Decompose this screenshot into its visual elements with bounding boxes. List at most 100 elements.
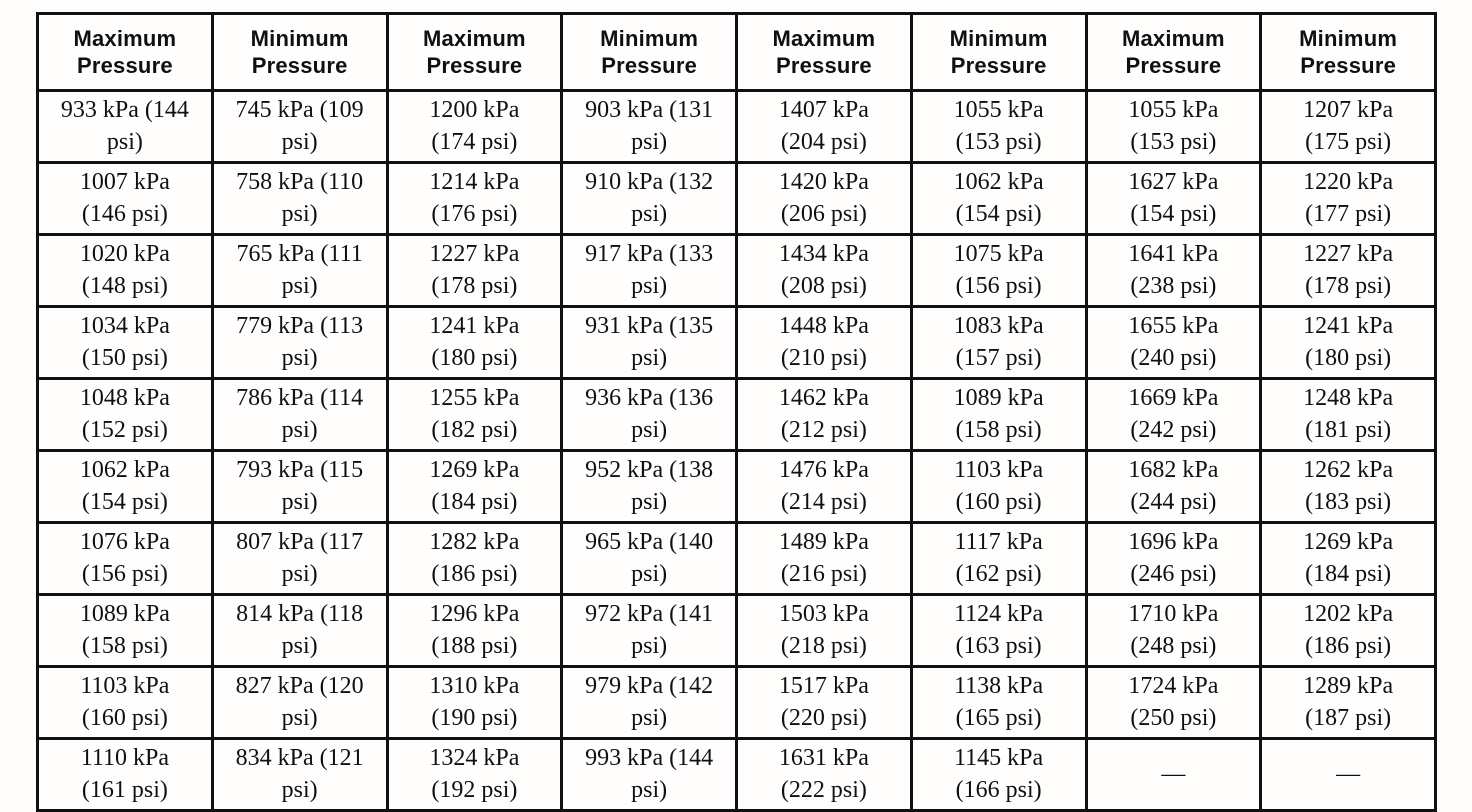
pressure-cell: 1434 kPa (208 psi): [735, 233, 913, 308]
pressure-cell: 1103 kPa (160 psi): [36, 665, 214, 740]
pressure-cell: 758 kPa (110 psi): [210, 161, 389, 236]
pressure-cell: 834 kPa (121 psi): [210, 737, 389, 812]
pressure-cell: 1310 kPa (190 psi): [385, 665, 564, 740]
table-row: 1110 kPa (161 psi) 834 kPa (121 psi) 1324 …: [36, 737, 1437, 812]
pressure-cell: 1696 kPa (246 psi): [1084, 521, 1263, 596]
pressure-cell: 1324 kPa (192 psi): [385, 737, 564, 812]
pressure-cell: 1462 kPa (212 psi): [735, 377, 913, 452]
pressure-cell: 793 kPa (115 psi): [210, 449, 389, 524]
pressure-cell: 1103 kPa (160 psi): [909, 449, 1088, 524]
pressure-cell: 1296 kPa (188 psi): [385, 593, 564, 668]
pressure-cell: 1627 kPa (154 psi): [1084, 161, 1263, 236]
pressure-cell: 1269 kPa (184 psi): [385, 449, 564, 524]
pressure-cell: 1503 kPa (218 psi): [735, 593, 913, 668]
pressure-cell: 1055 kPa (153 psi): [1084, 89, 1263, 164]
pressure-cell: 1200 kPa (174 psi): [385, 89, 564, 164]
pressure-cell: 1682 kPa (244 psi): [1084, 449, 1263, 524]
pressure-cell: 933 kPa (144 psi): [36, 89, 214, 164]
pressure-cell: 1145 kPa (166 psi): [909, 737, 1088, 812]
pressure-cell: 1631 kPa (222 psi): [735, 737, 913, 812]
column-header: Maximum Pressure: [1084, 12, 1263, 92]
column-header: Maximum Pressure: [385, 12, 564, 92]
pressure-cell: 1007 kPa (146 psi): [36, 161, 214, 236]
pressure-cell: 1241 kPa (180 psi): [1259, 305, 1437, 380]
table-row: 1089 kPa (158 psi) 814 kPa (118 psi) 1296 …: [36, 593, 1437, 668]
table-row: 1048 kPa (152 psi) 786 kPa (114 psi) 1255 …: [36, 377, 1437, 452]
table-row: 1007 kPa (146 psi) 758 kPa (110 psi) 1214 …: [36, 161, 1437, 236]
pressure-cell: 993 kPa (144 psi): [560, 737, 738, 812]
pressure-cell: 1089 kPa (158 psi): [36, 593, 214, 668]
column-header: Maximum Pressure: [36, 12, 214, 92]
pressure-cell: 1517 kPa (220 psi): [735, 665, 913, 740]
column-header: Minimum Pressure: [210, 12, 389, 92]
table-row: 1034 kPa (150 psi) 779 kPa (113 psi) 1241 …: [36, 305, 1437, 380]
column-header: Maximum Pressure: [735, 12, 913, 92]
pressure-cell: 1034 kPa (150 psi): [36, 305, 214, 380]
pressure-cell: 827 kPa (120 psi): [210, 665, 389, 740]
pressure-cell: 1724 kPa (250 psi): [1084, 665, 1263, 740]
column-header: Minimum Pressure: [909, 12, 1088, 92]
pressure-cell: 1448 kPa (210 psi): [735, 305, 913, 380]
pressure-cell: —: [1259, 737, 1437, 812]
pressure-cell: 965 kPa (140 psi): [560, 521, 738, 596]
pressure-cell: 1669 kPa (242 psi): [1084, 377, 1263, 452]
pressure-cell: 1202 kPa (186 psi): [1259, 593, 1437, 668]
pressure-cell: 1048 kPa (152 psi): [36, 377, 214, 452]
pressure-cell: 903 kPa (131 psi): [560, 89, 738, 164]
pressure-cell: 1227 kPa (178 psi): [1259, 233, 1437, 308]
pressure-table-body: 933 kPa (144 psi) 745 kPa (109 psi) 1200 k…: [36, 89, 1437, 812]
pressure-cell: 1269 kPa (184 psi): [1259, 521, 1437, 596]
pressure-cell: 1089 kPa (158 psi): [909, 377, 1088, 452]
pressure-cell: 1020 kPa (148 psi): [36, 233, 214, 308]
pressure-cell: 1214 kPa (176 psi): [385, 161, 564, 236]
pressure-cell: 1083 kPa (157 psi): [909, 305, 1088, 380]
pressure-cell: 1289 kPa (187 psi): [1259, 665, 1437, 740]
pressure-cell: 1262 kPa (183 psi): [1259, 449, 1437, 524]
pressure-cell: 1282 kPa (186 psi): [385, 521, 564, 596]
pressure-cell: 972 kPa (141 psi): [560, 593, 738, 668]
pressure-table-header: Maximum Pressure Minimum Pressure Maximu…: [36, 12, 1437, 92]
table-row: 1020 kPa (148 psi) 765 kPa (111 psi) 1227 …: [36, 233, 1437, 308]
pressure-table: Maximum Pressure Minimum Pressure Maximu…: [36, 12, 1437, 812]
pressure-cell: 1255 kPa (182 psi): [385, 377, 564, 452]
pressure-cell: 1062 kPa (154 psi): [909, 161, 1088, 236]
pressure-cell: 1124 kPa (163 psi): [909, 593, 1088, 668]
pressure-cell: 814 kPa (118 psi): [210, 593, 389, 668]
pressure-cell: 1075 kPa (156 psi): [909, 233, 1088, 308]
pressure-cell: 1420 kPa (206 psi): [735, 161, 913, 236]
column-header: Minimum Pressure: [1259, 12, 1437, 92]
pressure-cell: 786 kPa (114 psi): [210, 377, 389, 452]
pressure-cell: 917 kPa (133 psi): [560, 233, 738, 308]
pressure-cell: 1076 kPa (156 psi): [36, 521, 214, 596]
pressure-cell: 1207 kPa (175 psi): [1259, 89, 1437, 164]
pressure-cell: 1138 kPa (165 psi): [909, 665, 1088, 740]
pressure-cell: 952 kPa (138 psi): [560, 449, 738, 524]
pressure-cell: 1227 kPa (178 psi): [385, 233, 564, 308]
pressure-cell: 1220 kPa (177 psi): [1259, 161, 1437, 236]
table-row: 933 kPa (144 psi) 745 kPa (109 psi) 1200 k…: [36, 89, 1437, 164]
pressure-cell: 1489 kPa (216 psi): [735, 521, 913, 596]
pressure-cell: 910 kPa (132 psi): [560, 161, 738, 236]
table-row: 1103 kPa (160 psi) 827 kPa (120 psi) 1310 …: [36, 665, 1437, 740]
pressure-cell: 1241 kPa (180 psi): [385, 305, 564, 380]
pressure-cell: 936 kPa (136 psi): [560, 377, 738, 452]
pressure-cell: 1710 kPa (248 psi): [1084, 593, 1263, 668]
pressure-cell: 1117 kPa (162 psi): [909, 521, 1088, 596]
table-row: 1076 kPa (156 psi) 807 kPa (117 psi) 1282 …: [36, 521, 1437, 596]
pressure-cell: 1248 kPa (181 psi): [1259, 377, 1437, 452]
pressure-cell: 1062 kPa (154 psi): [36, 449, 214, 524]
pressure-cell: 807 kPa (117 psi): [210, 521, 389, 596]
pressure-cell: 1641 kPa (238 psi): [1084, 233, 1263, 308]
pressure-cell: 1476 kPa (214 psi): [735, 449, 913, 524]
pressure-cell: 779 kPa (113 psi): [210, 305, 389, 380]
pressure-cell: 979 kPa (142 psi): [560, 665, 738, 740]
pressure-cell: 1655 kPa (240 psi): [1084, 305, 1263, 380]
pressure-cell: —: [1084, 737, 1263, 812]
pressure-cell: 1110 kPa (161 psi): [36, 737, 214, 812]
pressure-cell: 1407 kPa (204 psi): [735, 89, 913, 164]
table-row: 1062 kPa (154 psi) 793 kPa (115 psi) 1269 …: [36, 449, 1437, 524]
pressure-cell: 1055 kPa (153 psi): [909, 89, 1088, 164]
pressure-cell: 931 kPa (135 psi): [560, 305, 738, 380]
header-row: Maximum Pressure Minimum Pressure Maximu…: [36, 12, 1437, 92]
